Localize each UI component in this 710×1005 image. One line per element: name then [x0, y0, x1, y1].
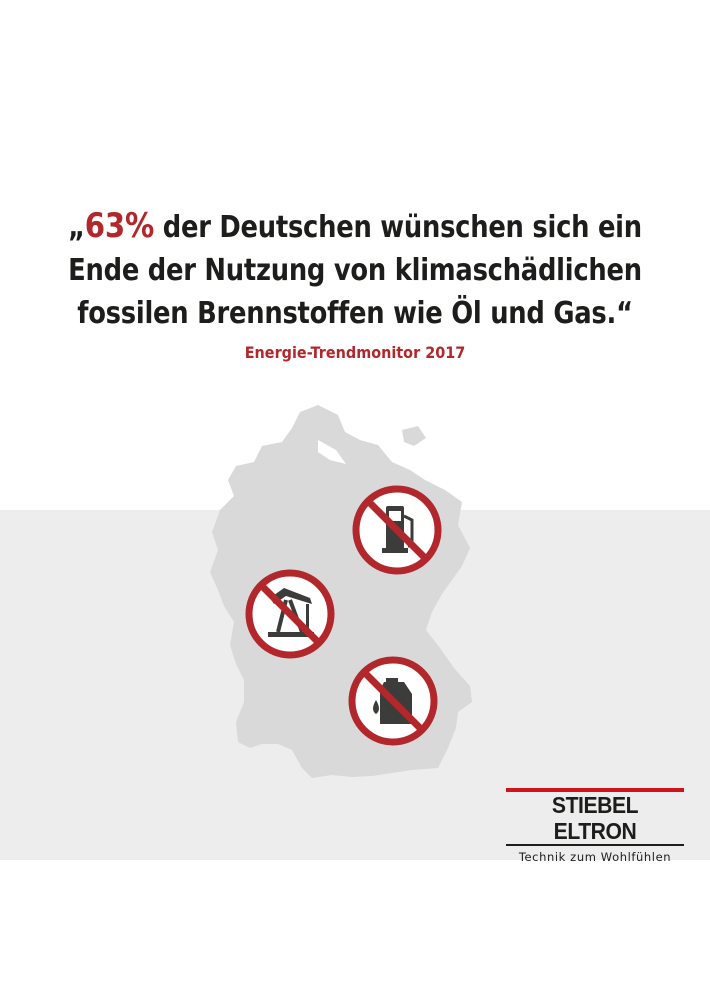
percentage-highlight: 63% [84, 206, 155, 246]
quote-line-1-text: der Deutschen wünschen sich ein [154, 210, 642, 245]
island [402, 426, 426, 446]
quote-line-2: Ende der Nutzung von klimaschädlichen [68, 253, 642, 288]
no-oil-canister-icon [348, 656, 438, 746]
no-oil-derrick-icon [245, 569, 335, 659]
brand-logo: STIEBEL ELTRON Technik zum Wohlfühlen [506, 788, 684, 864]
logo-underline [506, 844, 684, 846]
quote-line-3: fossilen Brennstoffen wie Öl und Gas.“ [77, 296, 633, 331]
quote-open-mark: „ [68, 210, 85, 245]
headline-quote: „63% der Deutschen wünschen sich ein End… [67, 205, 643, 335]
no-fuel-pump-icon [352, 485, 442, 575]
brand-tagline: Technik zum Wohlfühlen [518, 850, 672, 864]
coast-water [318, 440, 346, 464]
quote-line-1: „63% der Deutschen wünschen sich ein [67, 205, 643, 249]
brand-name: STIEBEL ELTRON [551, 792, 639, 844]
source-label: Energie-Trendmonitor 2017 [244, 343, 466, 362]
logo-red-bar [506, 788, 684, 792]
